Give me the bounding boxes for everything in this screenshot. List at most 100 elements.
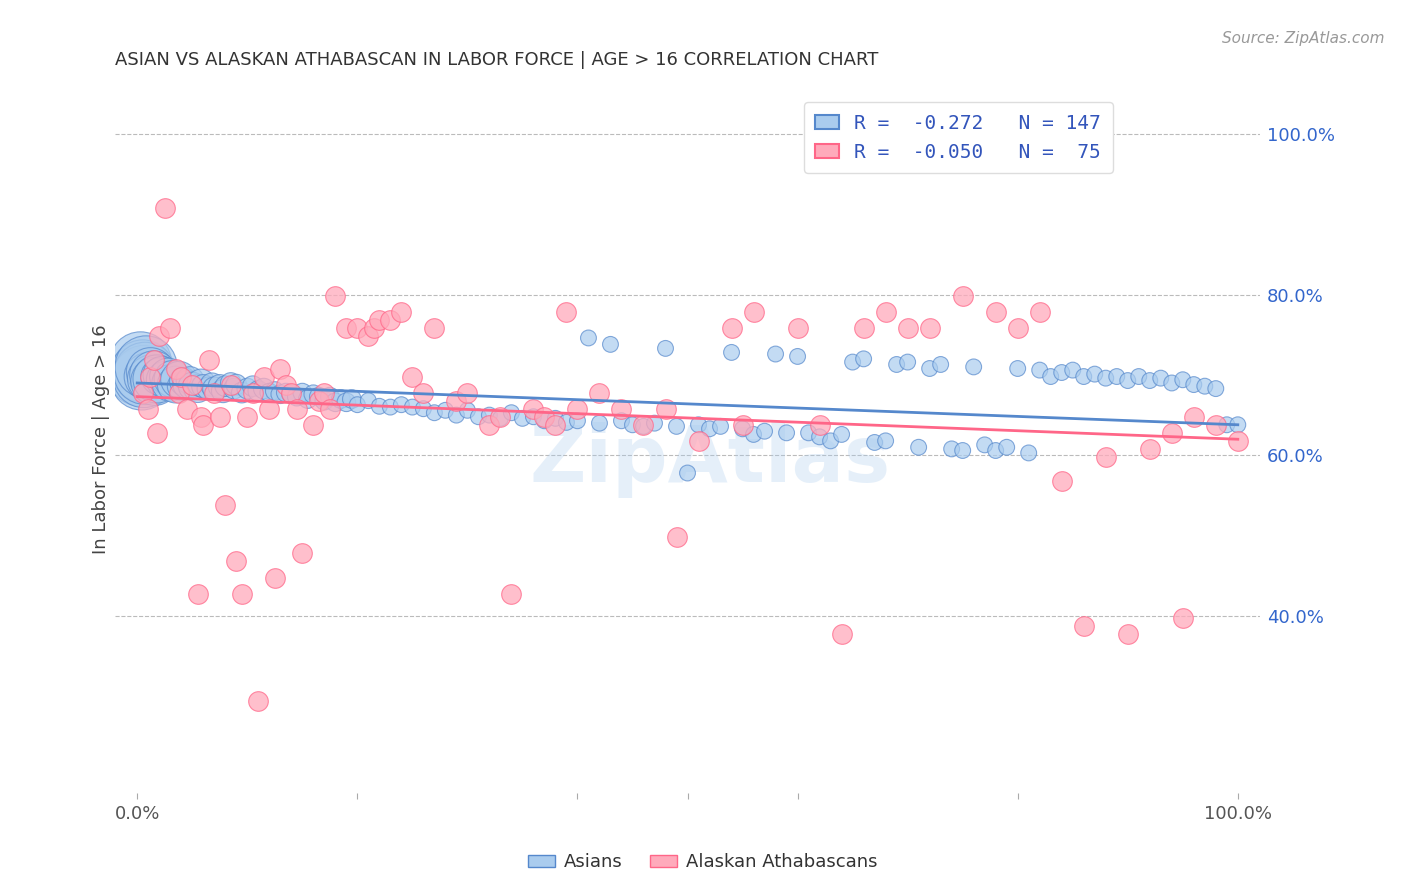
Point xyxy=(754,424,776,438)
Point xyxy=(325,395,347,409)
Point xyxy=(567,401,589,416)
Point xyxy=(187,586,209,600)
Point xyxy=(197,353,219,368)
Point xyxy=(1139,374,1161,388)
Point xyxy=(325,289,347,303)
Point xyxy=(274,385,297,400)
Point xyxy=(380,400,402,414)
Point xyxy=(952,443,974,458)
Point xyxy=(688,417,710,432)
Point xyxy=(314,385,336,400)
Point xyxy=(253,382,276,396)
Point xyxy=(984,305,1007,319)
Point xyxy=(995,440,1018,454)
Point xyxy=(775,425,797,440)
Point xyxy=(808,417,831,432)
Point xyxy=(731,422,754,436)
Point xyxy=(132,364,155,378)
Point xyxy=(389,398,412,412)
Point xyxy=(181,379,204,393)
Point xyxy=(412,401,434,416)
Point xyxy=(886,358,908,372)
Point xyxy=(875,305,897,319)
Text: Source: ZipAtlas.com: Source: ZipAtlas.com xyxy=(1222,31,1385,46)
Point xyxy=(165,361,187,376)
Point xyxy=(841,355,863,369)
Point xyxy=(162,372,184,386)
Point xyxy=(214,379,236,393)
Point xyxy=(434,403,457,417)
Point xyxy=(555,416,578,430)
Point xyxy=(765,347,787,361)
Point xyxy=(167,373,190,387)
Point xyxy=(1116,627,1139,641)
Point xyxy=(786,350,808,364)
Point xyxy=(852,351,875,366)
Point xyxy=(346,321,368,335)
Point xyxy=(219,376,242,390)
Point xyxy=(578,331,600,345)
Point xyxy=(1128,369,1150,384)
Point xyxy=(136,369,159,384)
Point xyxy=(274,377,297,392)
Point xyxy=(139,365,162,379)
Point xyxy=(820,434,842,448)
Point xyxy=(131,372,153,386)
Point xyxy=(720,321,742,335)
Point xyxy=(654,401,676,416)
Point xyxy=(139,369,162,384)
Point xyxy=(1139,442,1161,456)
Point xyxy=(128,368,150,382)
Point xyxy=(236,409,259,424)
Point xyxy=(1028,305,1050,319)
Point xyxy=(389,305,412,319)
Point xyxy=(544,417,567,432)
Point xyxy=(280,385,302,400)
Point xyxy=(202,385,225,400)
Point xyxy=(522,401,544,416)
Point xyxy=(259,401,281,416)
Point xyxy=(153,201,176,215)
Point xyxy=(1073,369,1095,384)
Point xyxy=(280,387,302,401)
Point xyxy=(446,393,468,408)
Point xyxy=(1182,377,1205,392)
Point xyxy=(181,377,204,392)
Point xyxy=(918,321,941,335)
Point xyxy=(929,358,952,372)
Point xyxy=(132,385,155,400)
Point xyxy=(1105,369,1128,384)
Point xyxy=(610,414,633,428)
Point xyxy=(225,554,247,568)
Point xyxy=(621,417,644,432)
Point xyxy=(259,385,281,400)
Point xyxy=(456,403,478,417)
Point xyxy=(231,385,253,400)
Point xyxy=(148,329,170,343)
Point xyxy=(401,400,423,414)
Point xyxy=(129,356,152,370)
Point xyxy=(1007,321,1029,335)
Point xyxy=(863,435,886,450)
Point xyxy=(159,376,181,390)
Point xyxy=(190,376,212,390)
Point xyxy=(567,414,589,428)
Point xyxy=(363,321,385,335)
Point xyxy=(219,377,242,392)
Legend: R =  -0.272   N = 147, R =  -0.050   N =  75: R = -0.272 N = 147, R = -0.050 N = 75 xyxy=(804,103,1112,173)
Point xyxy=(423,321,446,335)
Point xyxy=(478,408,501,422)
Point xyxy=(588,416,610,430)
Point xyxy=(335,395,357,409)
Point xyxy=(644,416,666,430)
Point xyxy=(1062,363,1084,377)
Point xyxy=(654,342,676,356)
Point xyxy=(446,408,468,422)
Point xyxy=(1205,382,1227,396)
Point xyxy=(897,355,920,369)
Point xyxy=(368,399,391,413)
Point xyxy=(208,409,231,424)
Point xyxy=(231,586,253,600)
Point xyxy=(588,385,610,400)
Point xyxy=(308,390,330,404)
